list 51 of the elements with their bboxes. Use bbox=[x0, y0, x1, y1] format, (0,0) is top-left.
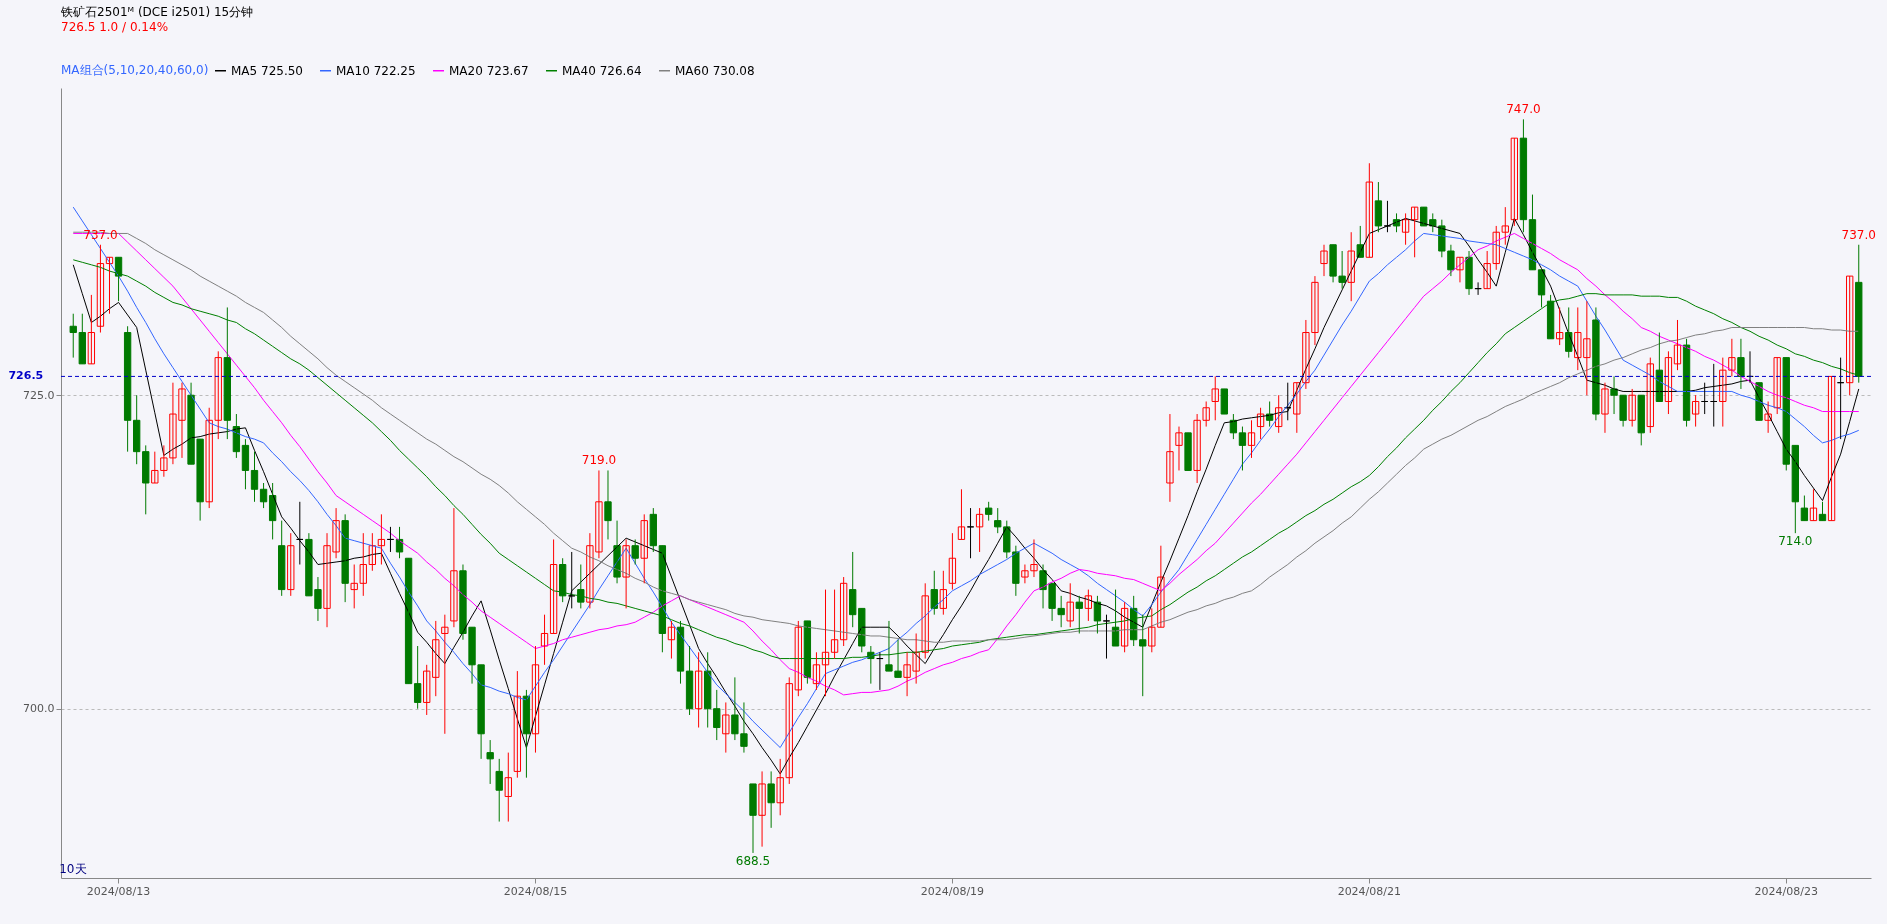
candlestick bbox=[504, 752, 512, 823]
candlestick bbox=[1075, 595, 1083, 634]
candlestick bbox=[649, 507, 657, 553]
candlestick bbox=[1646, 357, 1654, 434]
annotation: 714.0 bbox=[1778, 534, 1813, 549]
candlestick bbox=[287, 532, 295, 597]
annotation: 10天 bbox=[59, 862, 87, 876]
candlestick bbox=[640, 513, 648, 584]
candlestick bbox=[278, 520, 286, 597]
annotation: 719.0 bbox=[581, 453, 617, 468]
annotation: 737.0 bbox=[1841, 227, 1876, 242]
x-tick-label: 2024/08/19 bbox=[920, 884, 985, 898]
x-tick-label: 2024/08/13 bbox=[86, 884, 151, 898]
candlestick bbox=[1102, 614, 1111, 660]
legend-label: MA10 722.25 bbox=[336, 63, 416, 78]
y-tick-label: 700.0 bbox=[23, 702, 55, 716]
candlestick bbox=[1637, 394, 1645, 446]
candlestick bbox=[404, 557, 413, 685]
legend-label: MA60 730.08 bbox=[675, 63, 755, 78]
candlestick bbox=[930, 570, 938, 616]
legend-label: MA5 725.50 bbox=[231, 63, 303, 78]
candlestick bbox=[441, 614, 449, 735]
candlestick bbox=[1628, 388, 1636, 428]
candlestick bbox=[1220, 388, 1228, 415]
candlestick bbox=[1066, 582, 1074, 628]
ref-line-label: 726.5 bbox=[8, 369, 44, 383]
candlestick bbox=[486, 739, 494, 785]
candlestick bbox=[577, 564, 585, 609]
chart-subtitle: 726.5 1.0 / 0.14% bbox=[61, 20, 169, 34]
candlestick bbox=[966, 507, 975, 559]
candlestick bbox=[1773, 357, 1781, 415]
x-tick-label: 2024/08/23 bbox=[1754, 884, 1818, 898]
candlestick bbox=[631, 538, 639, 566]
candlestick bbox=[1211, 375, 1219, 421]
candlestick bbox=[1184, 432, 1192, 471]
candlestick bbox=[1755, 382, 1763, 421]
candlestick bbox=[223, 306, 231, 440]
candlestick bbox=[1846, 275, 1854, 396]
candlestick bbox=[495, 758, 503, 823]
annotation: 688.5 bbox=[735, 853, 771, 868]
chart-title: 铁矿石2501ᴹ (DCE i2501) 15分钟 bbox=[60, 5, 254, 19]
y-tick-label: 725.0 bbox=[23, 388, 55, 402]
legend-label: MA40 726.64 bbox=[562, 63, 642, 78]
legend-title: MA组合(5,10,20,40,60,0) bbox=[61, 63, 209, 77]
annotation: 747.0 bbox=[1506, 102, 1541, 117]
legend-label: MA20 723.67 bbox=[449, 63, 529, 78]
candlestick bbox=[1827, 375, 1836, 522]
candlestick bbox=[722, 701, 730, 754]
x-tick-label: 2024/08/21 bbox=[1337, 884, 1402, 898]
candlestick bbox=[984, 501, 993, 522]
x-tick-label: 2024/08/15 bbox=[503, 884, 568, 898]
